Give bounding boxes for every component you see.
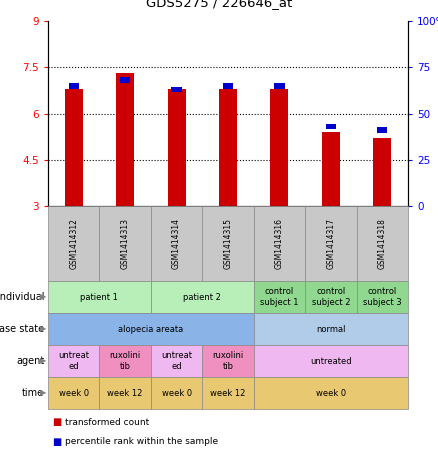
Text: patient 1: patient 1 xyxy=(81,293,118,302)
Text: GSM1414315: GSM1414315 xyxy=(223,218,233,269)
Text: ruxolini
tib: ruxolini tib xyxy=(110,351,141,371)
Text: week 12: week 12 xyxy=(107,389,143,397)
Text: ■: ■ xyxy=(52,418,61,428)
Text: ▶: ▶ xyxy=(39,324,46,333)
Text: GDS5275 / 226646_at: GDS5275 / 226646_at xyxy=(146,0,292,9)
Text: GSM1414318: GSM1414318 xyxy=(378,218,387,269)
Text: disease state: disease state xyxy=(0,324,44,334)
Bar xyxy=(326,124,336,129)
Bar xyxy=(65,89,83,206)
Bar xyxy=(223,83,233,88)
Text: ▶: ▶ xyxy=(39,389,46,397)
Bar xyxy=(171,87,182,92)
Text: GSM1414314: GSM1414314 xyxy=(172,218,181,269)
Text: ■: ■ xyxy=(52,437,61,447)
Text: ruxolini
tib: ruxolini tib xyxy=(212,351,244,371)
Text: individual: individual xyxy=(0,292,44,302)
Bar xyxy=(116,73,134,206)
Text: GSM1414312: GSM1414312 xyxy=(69,218,78,269)
Text: transformed count: transformed count xyxy=(65,418,150,427)
Bar xyxy=(120,77,130,83)
Text: GSM1414316: GSM1414316 xyxy=(275,218,284,269)
Bar xyxy=(219,89,237,206)
Text: agent: agent xyxy=(16,356,44,366)
Text: week 12: week 12 xyxy=(210,389,246,397)
Text: normal: normal xyxy=(316,324,346,333)
Text: ▶: ▶ xyxy=(39,357,46,366)
Bar xyxy=(270,89,289,206)
Bar xyxy=(168,89,186,206)
Text: untreat
ed: untreat ed xyxy=(58,351,89,371)
Text: control
subject 3: control subject 3 xyxy=(363,287,402,307)
Text: percentile rank within the sample: percentile rank within the sample xyxy=(65,437,219,446)
Text: untreated: untreated xyxy=(310,357,352,366)
Text: untreat
ed: untreat ed xyxy=(161,351,192,371)
Text: GSM1414313: GSM1414313 xyxy=(120,218,130,269)
Text: week 0: week 0 xyxy=(59,389,89,397)
Text: ▶: ▶ xyxy=(39,293,46,302)
Text: GSM1414317: GSM1414317 xyxy=(326,218,336,269)
Text: time: time xyxy=(22,388,44,398)
Bar xyxy=(274,83,285,88)
Text: alopecia areata: alopecia areata xyxy=(118,324,184,333)
Bar xyxy=(373,138,391,206)
Text: patient 2: patient 2 xyxy=(184,293,221,302)
Text: week 0: week 0 xyxy=(316,389,346,397)
Text: control
subject 2: control subject 2 xyxy=(311,287,350,307)
Bar xyxy=(377,127,388,133)
Text: week 0: week 0 xyxy=(162,389,192,397)
Bar xyxy=(322,132,340,206)
Text: control
subject 1: control subject 1 xyxy=(260,287,299,307)
Bar xyxy=(69,83,79,88)
